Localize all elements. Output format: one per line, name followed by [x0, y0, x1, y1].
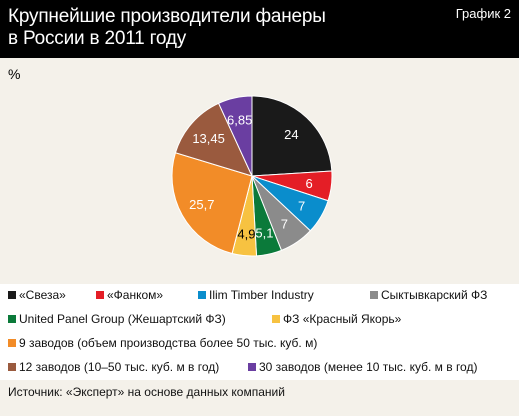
unit-label: %	[8, 66, 21, 82]
chart-legend: «Свеза» «Фанком» Ilim Timber Industry Сыкты…	[0, 284, 519, 380]
legend-swatch	[248, 363, 256, 371]
legend-item-1: «Свеза»	[8, 288, 66, 302]
title-line-2: в России в 2011 году	[8, 28, 187, 49]
chart-header: Крупнейшие производители фанеры в России…	[0, 0, 519, 58]
legend-item-5: United Panel Group (Жешартский ФЗ)	[8, 312, 226, 326]
slice-value-label-6: 4,9	[237, 226, 255, 241]
slice-value-label-4: 7	[281, 217, 288, 232]
legend-item-2: «Фанком»	[96, 288, 163, 302]
slice-value-label-1: 24	[284, 127, 298, 142]
slice-value-label-9: 6,85	[227, 113, 252, 128]
pie-slice-7	[171, 152, 253, 255]
source-bar: Источник: «Эксперт» на основе данных ком…	[0, 380, 519, 416]
chart-number-label: График 2	[455, 6, 511, 21]
source-note: Источник: «Эксперт» на основе данных ком…	[8, 385, 285, 399]
pie-slice-1	[251, 95, 333, 177]
slice-value-label-3: 7	[298, 198, 305, 213]
legend-label: 30 заводов (менее 10 тыс. куб. м в год)	[259, 360, 478, 374]
legend-swatch	[96, 291, 104, 299]
legend-item-4: Сыктывкарский ФЗ	[370, 288, 487, 302]
legend-label: United Panel Group (Жешартский ФЗ)	[19, 312, 226, 326]
legend-item-8: 12 заводов (10–50 тыс. куб. м в год)	[8, 360, 219, 374]
legend-swatch	[8, 363, 16, 371]
legend-label: «Фанком»	[107, 288, 164, 302]
slice-value-label-7: 25,7	[189, 197, 214, 212]
legend-item-6: ФЗ «Красный Якорь»	[272, 312, 401, 326]
legend-item-7: 9 заводов (объем производства более 50 т…	[8, 336, 317, 350]
title-line-1: Крупнейшие производители фанеры	[8, 6, 326, 27]
slice-value-label-2: 6	[305, 176, 312, 191]
legend-item-3: Ilim Timber Industry	[198, 288, 314, 302]
slice-value-label-8: 13,45	[192, 131, 225, 146]
chart-title: Крупнейшие производители фанеры в России…	[8, 6, 338, 50]
legend-swatch	[8, 339, 16, 347]
legend-label: Ilim Timber Industry	[209, 288, 314, 302]
legend-swatch	[272, 315, 280, 323]
legend-label: «Свеза»	[19, 288, 66, 302]
legend-swatch	[8, 315, 16, 323]
legend-label: Сыктывкарский ФЗ	[381, 288, 488, 302]
legend-swatch	[198, 291, 206, 299]
legend-swatch	[370, 291, 378, 299]
slice-value-label-5: 5,1	[255, 225, 273, 240]
legend-item-9: 30 заводов (менее 10 тыс. куб. м в год)	[248, 360, 477, 374]
pie-slice-9	[217, 95, 253, 177]
legend-swatch	[8, 291, 16, 299]
legend-label: 9 заводов (объем производства более 50 т…	[19, 336, 318, 350]
pie-slice-8	[174, 102, 253, 177]
legend-label: 12 заводов (10–50 тыс. куб. м в год)	[19, 360, 220, 374]
legend-label: ФЗ «Красный Якорь»	[283, 312, 402, 326]
